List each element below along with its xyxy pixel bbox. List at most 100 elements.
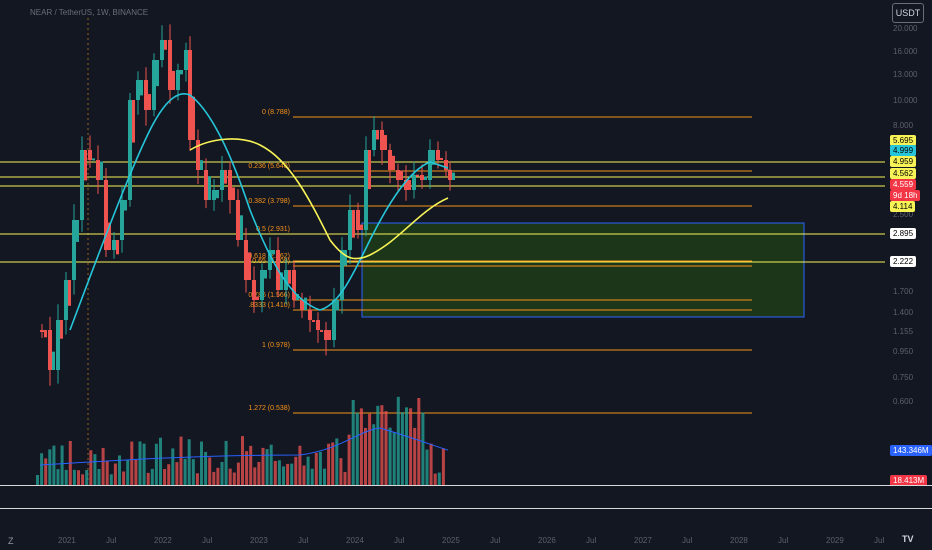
volume-bar <box>253 467 257 485</box>
fib-level-label: 0 (8.788) <box>262 109 290 116</box>
volume-bar <box>126 459 130 485</box>
volume-bar <box>200 441 203 485</box>
candle-body <box>136 80 140 100</box>
candle-body <box>120 200 124 240</box>
candle-body <box>84 150 87 181</box>
volume-bar <box>327 443 331 485</box>
volume-bar <box>388 427 392 485</box>
volume-bar <box>318 451 322 485</box>
volume-bar <box>273 460 277 485</box>
price-tick-label: 20.000 <box>893 24 918 33</box>
volume-bar <box>72 469 76 485</box>
candle-body <box>184 50 188 70</box>
time-tick-label: Jul <box>202 536 213 545</box>
candle-body <box>236 200 240 240</box>
volume-bar <box>441 448 445 485</box>
candle-body <box>168 40 172 90</box>
candle-body <box>372 130 376 150</box>
candle-body <box>152 60 156 110</box>
candle-body <box>92 158 95 161</box>
price-tag: 4.999 <box>890 145 917 156</box>
volume-bar <box>347 434 351 485</box>
separator-line-2 <box>0 508 932 509</box>
candle-body <box>312 320 315 322</box>
volume-bar <box>175 462 179 485</box>
symbol-title: NEAR / TetherUS, 1W, BINANCE <box>30 8 149 17</box>
volume-bar <box>171 448 175 485</box>
candle-body <box>328 330 331 340</box>
volume-bar <box>118 455 121 485</box>
volume-bar <box>208 457 212 485</box>
volume-bar <box>109 474 113 485</box>
price-tag: 4.559 <box>890 179 917 190</box>
candle-body <box>200 160 203 170</box>
price-tag: 18.413M <box>890 475 928 486</box>
time-tick-label: 2026 <box>538 536 556 545</box>
volume-bar <box>154 443 158 485</box>
volume-bar <box>265 449 269 485</box>
ema-cyan-line <box>69 93 449 331</box>
candle-body <box>220 170 224 190</box>
candle-body <box>360 224 363 230</box>
currency-button[interactable]: USDT <box>892 3 924 23</box>
time-tick-label: 2027 <box>634 536 652 545</box>
candle-body <box>316 320 320 330</box>
volume-bar <box>269 444 273 485</box>
volume-bar <box>44 458 48 485</box>
volume-bar <box>409 408 413 485</box>
fib-level-label: 1 (0.978) <box>262 342 290 349</box>
volume-bar <box>163 469 167 485</box>
candle-body <box>368 150 371 190</box>
price-tick-label: 13.000 <box>893 70 918 79</box>
candle-body <box>452 172 455 180</box>
price-tag: 5.695 <box>890 135 917 146</box>
time-axis[interactable]: 2021 Jul 2022 Jul 2023 Jul 2024 Jul 2025 Jul 2026 J… <box>0 530 885 550</box>
price-tick-label: 16.000 <box>893 47 918 56</box>
volume-bar <box>372 424 376 485</box>
volume-bar <box>216 467 220 485</box>
volume-bar <box>232 472 236 485</box>
volume-bar <box>249 445 253 485</box>
candle-body <box>380 130 384 150</box>
volume-bar <box>314 452 318 485</box>
price-chart[interactable]: 0 (8.788) 0.236 (5.640) 0.382 (3.798) 0.5 (… <box>0 0 885 485</box>
volume-bar <box>282 466 285 485</box>
fib-level-label: 0.5 (2.931) <box>256 226 290 233</box>
volume-bar <box>323 468 326 485</box>
candle-body <box>432 150 435 165</box>
volume-bar <box>364 428 367 485</box>
candle-body <box>304 297 307 310</box>
candle-body <box>272 250 275 255</box>
price-tick-label: 0.950 <box>893 347 914 356</box>
volume-bar <box>204 451 208 485</box>
candle-body <box>132 100 135 143</box>
candle-body <box>396 170 400 180</box>
volume-bar <box>400 412 404 485</box>
volume-bar <box>159 437 162 485</box>
candle-body <box>352 210 355 238</box>
candle-body <box>156 60 159 87</box>
chart-area[interactable]: 0 (8.788) 0.236 (5.640) 0.382 (3.798) 0.5 (… <box>0 0 885 485</box>
price-tick-label: 1.700 <box>893 287 914 296</box>
fib-level-label: 0.382 (3.798) <box>248 198 290 205</box>
candle-body <box>68 280 71 306</box>
price-tick-label: 0.750 <box>893 373 914 382</box>
time-tick-label: 2021 <box>58 536 76 545</box>
volume-bar <box>298 445 302 485</box>
volume-bar <box>392 432 396 485</box>
tradingview-logo[interactable]: TV <box>902 534 914 544</box>
candle-body <box>332 300 336 340</box>
candle-body <box>88 150 92 160</box>
fib-level-label: 0.236 (5.640) <box>248 163 290 170</box>
candle-body <box>40 330 44 332</box>
candle-body <box>284 270 288 290</box>
price-tick-label: 8.000 <box>893 121 914 130</box>
candle-body <box>72 220 76 280</box>
candle-body <box>296 294 299 300</box>
volume-bar <box>167 464 171 485</box>
volume-bar <box>93 454 97 485</box>
volume-bar <box>48 449 52 485</box>
time-tick-label: Jul <box>682 536 693 545</box>
price-axis[interactable]: USDT 20.00016.00013.00010.0008.0003.2002… <box>885 0 932 486</box>
corner-label: Z <box>8 536 14 546</box>
